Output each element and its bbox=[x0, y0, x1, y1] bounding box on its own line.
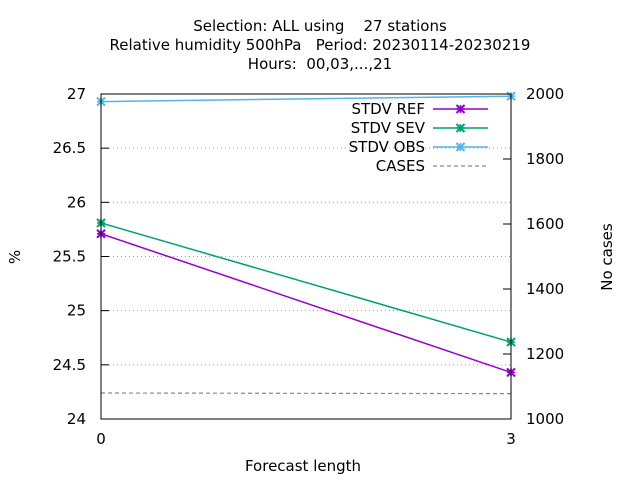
series-line-stdv-sev bbox=[100, 222, 512, 343]
y-tick-label: 25 bbox=[67, 302, 86, 320]
y2-axis-label: No cases bbox=[598, 223, 616, 291]
legend-label-cases: CASES bbox=[376, 157, 425, 175]
x-tick-label: 3 bbox=[506, 430, 516, 448]
series-line-stdv-ref bbox=[100, 233, 512, 374]
y2-tick-label: 1600 bbox=[526, 215, 564, 233]
legend-label-stdv-ref: STDV REF bbox=[351, 100, 425, 118]
legend-label-stdv-sev: STDV SEV bbox=[351, 119, 426, 137]
series-layer bbox=[96, 91, 516, 395]
legend-marker-stdv-obs bbox=[455, 142, 466, 152]
legend-label-stdv-obs: STDV OBS bbox=[349, 138, 425, 156]
y-tick-label: 24.5 bbox=[53, 356, 86, 374]
legend-marker-stdv-sev bbox=[455, 123, 466, 133]
legend-marker-stdv-ref bbox=[455, 104, 466, 114]
chart-title-line-3: Hours: 00,03,...,21 bbox=[247, 55, 393, 73]
y2-tick-label: 1000 bbox=[526, 410, 564, 428]
y2-tick-label: 1400 bbox=[526, 280, 564, 298]
chart-title-line-2: Relative humidity 500hPa Period: 2023011… bbox=[109, 36, 531, 54]
y2-tick-label: 1200 bbox=[526, 345, 564, 363]
y-axis-label: % bbox=[6, 250, 24, 264]
x-tick-label: 0 bbox=[96, 430, 106, 448]
x-axis-label: Forecast length bbox=[245, 457, 361, 475]
series-line-stdv-obs bbox=[100, 95, 512, 103]
y-tick-label: 27 bbox=[67, 85, 86, 103]
grid bbox=[101, 147, 511, 366]
y-tick-label: 24 bbox=[67, 410, 86, 428]
y-tick-label: 26.5 bbox=[53, 139, 86, 157]
series-line-cases bbox=[100, 392, 512, 395]
y-tick-label: 26 bbox=[67, 193, 86, 211]
y2-tick-label: 1800 bbox=[526, 150, 564, 168]
y-tick-label: 25.5 bbox=[53, 248, 86, 266]
chart-title-line-1: Selection: ALL using 27 stations bbox=[193, 17, 447, 35]
axis-ticks: 24 24.5 25 25.5 26 26.5 27 1000 1200 1400 1600 1800… bbox=[53, 85, 565, 448]
y2-tick-label: 2000 bbox=[526, 85, 564, 103]
